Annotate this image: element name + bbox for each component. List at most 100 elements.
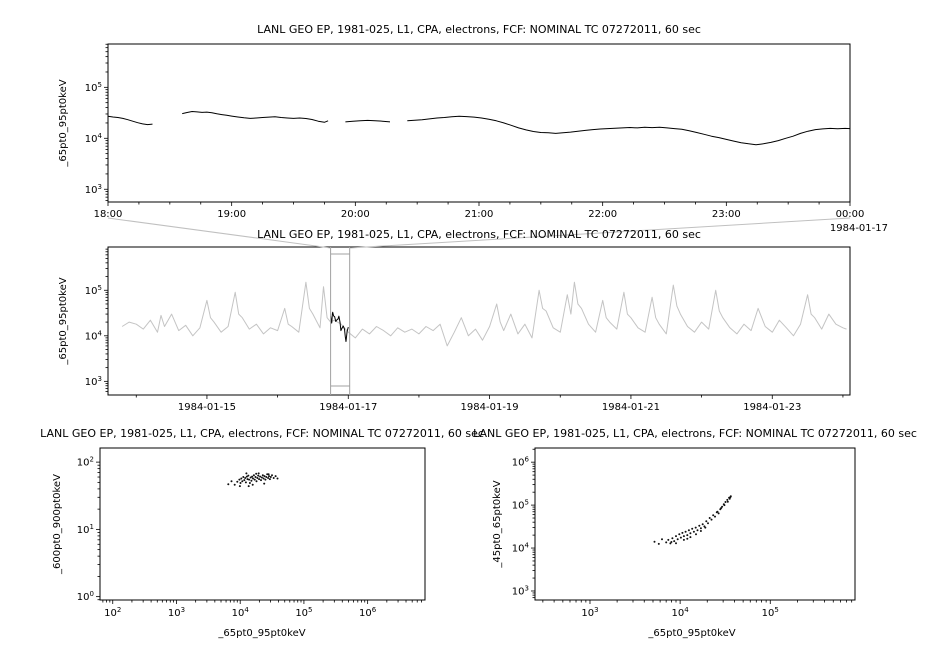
scatter-point [724, 501, 727, 503]
axis-tick-label: 106 [359, 606, 377, 619]
scatter-point [701, 523, 704, 526]
scatter-point [686, 537, 689, 540]
panel-scatter-right: 103 104 105 106 103 104 105 [512, 447, 856, 619]
scatter-point [255, 480, 258, 483]
panel-scatter-left-ylabel: _600pt0_900pt0keV [52, 474, 63, 575]
scatter-point [696, 529, 699, 532]
context-timeseries-plot-area[interactable] [107, 246, 851, 396]
scatter-point [681, 531, 684, 534]
scatter-point [268, 478, 271, 481]
time-selection-box[interactable] [330, 247, 351, 395]
scatter-point [669, 542, 672, 545]
scatter-point [240, 477, 243, 480]
scatter-point [678, 533, 681, 536]
scatter-point [269, 476, 272, 478]
scatter-point [256, 477, 259, 479]
scatter-point [708, 517, 711, 519]
scatter-point [687, 529, 690, 532]
x-tick-label: 20:00 [341, 209, 370, 220]
x-tick-label: 21:00 [465, 209, 494, 220]
panel-top-title: LANL GEO EP, 1981-025, L1, CPA, electron… [257, 23, 701, 36]
zoom-connector-left [107, 217, 331, 249]
scatter-point [728, 497, 731, 500]
panel-scatter-left-xlabel: _65pt0_95pt0keV [217, 628, 305, 639]
scatter-point [721, 505, 724, 508]
axis-tick-label: 103 [581, 606, 598, 619]
scatter-point [704, 526, 707, 529]
series-line-_65pt0_95pt0keV [107, 111, 851, 146]
scatter-point [723, 504, 726, 507]
x-tick-label: 1984-01-17 [319, 402, 377, 413]
scatter-point [247, 485, 250, 488]
scatter-point [251, 483, 254, 486]
panel-scatter-right-title: LANL GEO EP, 1981-025, L1, CPA, electron… [473, 427, 917, 440]
scatter-point [726, 500, 729, 503]
scatter-point [657, 542, 660, 545]
scatter-point [230, 480, 233, 483]
panel-scatter-left: 100 101 102 102 103 104 105 106 [77, 447, 426, 619]
scatter-point [274, 475, 277, 478]
scatter-point [238, 485, 241, 488]
scatter-point [653, 540, 656, 543]
scatter-point [276, 477, 279, 480]
scatter-point [254, 476, 257, 478]
x-tick-label: 00:00 [836, 209, 865, 220]
scatter-point [245, 472, 248, 475]
axis-tick-label: 102 [104, 606, 121, 619]
scatter-point [248, 478, 251, 481]
scatter-point [266, 473, 269, 476]
axis-tick-label: 105 [85, 284, 102, 297]
axis-tick-label: 103 [512, 584, 529, 597]
scatter-point [258, 478, 261, 481]
panel-context-ylabel: _65pt0_95pt0keV [58, 277, 69, 365]
panel-top-timeseries: 103 104 105 18:00 19:00 20:00 21:00 22:00 23:00 0… [85, 43, 865, 220]
scatter-point [679, 536, 682, 539]
scatter-point [239, 482, 242, 484]
scatter-point [242, 476, 245, 478]
scatter-point [244, 481, 247, 484]
scatter-point [665, 541, 668, 544]
scatter-point [238, 478, 241, 481]
panel-context-title: LANL GEO EP, 1981-025, L1, CPA, electron… [257, 228, 701, 241]
scatter-point [260, 479, 262, 482]
scatter-point [726, 498, 729, 501]
scatter-point [252, 477, 254, 480]
scatter-point [248, 482, 251, 484]
axis-tick-label: 101 [77, 523, 94, 536]
scatter-point [233, 483, 236, 486]
scatter-right-plot-area[interactable] [534, 447, 856, 601]
x-tick-label: 1984-01-21 [602, 402, 660, 413]
x-tick-label: 22:00 [588, 209, 617, 220]
axis-tick-label: 104 [85, 132, 103, 145]
axis-tick-label: 100 [77, 590, 94, 603]
scatter-point [712, 514, 715, 517]
scatter-point [264, 478, 267, 481]
scatter-left-plot-area[interactable] [99, 447, 426, 601]
scatter-point [272, 477, 275, 479]
scatter-point [251, 475, 254, 478]
zoom-connector-lines [107, 217, 851, 249]
scatter-point [671, 537, 674, 540]
scatter-point [695, 533, 697, 536]
scatter-point [675, 542, 677, 545]
axis-tick-label: 105 [85, 81, 102, 94]
scatter-point [250, 479, 253, 482]
scatter-point [705, 520, 708, 523]
top-timeseries-plot-area[interactable] [107, 43, 851, 203]
scatter-point [267, 473, 270, 476]
scatter-point [686, 534, 689, 537]
scatter-point [257, 474, 260, 477]
panel-scatter-left-title: LANL GEO EP, 1981-025, L1, CPA, electron… [40, 427, 484, 440]
series-line-context [121, 281, 847, 347]
scatter-point [675, 535, 677, 538]
scatter-point [661, 538, 663, 541]
scatter-point [684, 530, 687, 533]
scatter-point [689, 532, 692, 535]
scatter-point [670, 541, 673, 543]
axis-tick-label: 105 [762, 606, 779, 619]
scatter-point [263, 475, 266, 478]
scatter-point [261, 474, 264, 477]
x-tick-label: 1984-01-15 [178, 402, 236, 413]
